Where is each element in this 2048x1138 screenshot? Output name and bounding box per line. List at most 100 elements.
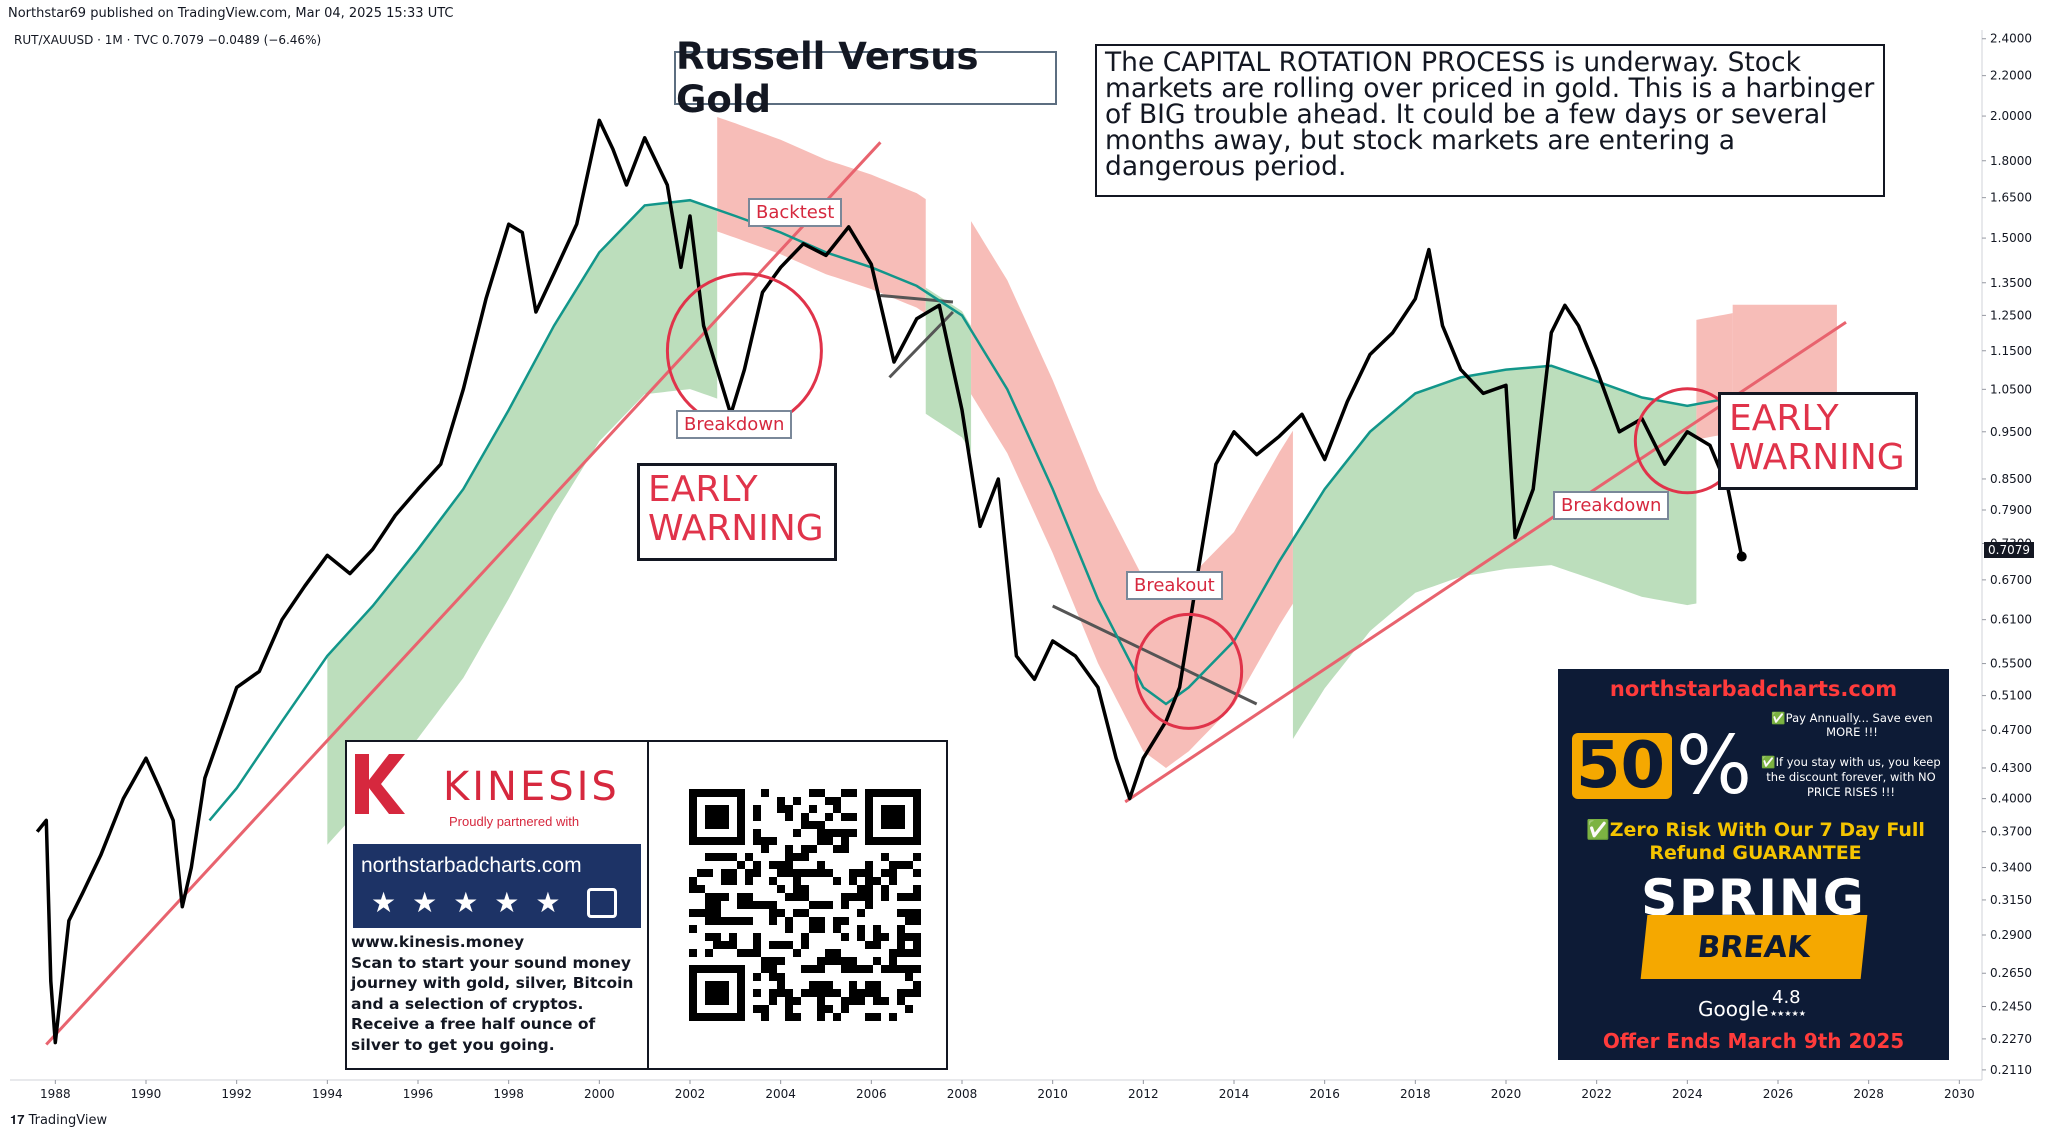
ad-break-button[interactable]: BREAK (1640, 915, 1868, 979)
qr-module (745, 893, 753, 901)
qr-module (865, 901, 873, 909)
y-tick-label: 0.2650 (1990, 966, 2032, 980)
ad-discount: 50 (1576, 729, 1666, 803)
qr-module (905, 861, 913, 869)
kinesis-url[interactable]: www.kinesis.money (351, 933, 525, 951)
qr-module (841, 1005, 849, 1013)
qr-module (825, 901, 833, 909)
qr-module (705, 901, 713, 909)
x-tick-label: 2024 (1672, 1087, 1703, 1101)
qr-module (913, 893, 921, 901)
qr-module (913, 949, 921, 957)
qr-module (705, 853, 713, 861)
x-tick-label: 2004 (765, 1087, 796, 1101)
qr-module (881, 965, 889, 973)
ad-break: BREAK (1695, 929, 1813, 965)
series-lines (35, 118, 1747, 1045)
qr-module (913, 917, 921, 925)
qr-module (889, 869, 897, 877)
qr-module (913, 965, 921, 973)
y-tick-label: 1.3500 (1990, 276, 2032, 290)
qr-module (817, 917, 825, 925)
check-icon (587, 888, 617, 918)
qr-module (833, 797, 841, 805)
qr-module (793, 893, 801, 901)
qr-module (897, 997, 905, 1005)
qr-module (865, 965, 873, 973)
qr-module (905, 893, 913, 901)
x-tick-label: 2014 (1219, 1087, 1250, 1101)
x-tick-label: 2018 (1400, 1087, 1431, 1101)
x-tick-label: 2022 (1581, 1087, 1612, 1101)
qr-module (689, 877, 697, 885)
x-tick-label: 1998 (493, 1087, 524, 1101)
qr-module (865, 989, 873, 997)
footer-tradingview[interactable]: 𝟏𝟕 TradingView (10, 1113, 107, 1128)
qr-module (801, 941, 809, 949)
qr-module (713, 917, 721, 925)
ad-bullet1: ✅Pay Annually... Save even MORE !!! (1771, 711, 1933, 739)
qr-module (721, 877, 729, 885)
kinesis-text-block: www.kinesis.money Scan to start your sou… (351, 932, 641, 1055)
y-tick-label: 1.5000 (1990, 231, 2032, 245)
ad-google: Google (1698, 997, 1769, 1021)
qr-module (785, 861, 793, 869)
breakout-label: Breakout (1126, 571, 1223, 600)
qr-module (729, 853, 737, 861)
y-tick-label: 0.4300 (1990, 761, 2032, 775)
qr-module (769, 837, 777, 845)
y-tick-label: 0.6700 (1990, 573, 2032, 587)
qr-module (905, 973, 913, 981)
qr-module (689, 885, 697, 893)
qr-module (825, 837, 833, 845)
qr-code-icon[interactable] (689, 789, 921, 1021)
qr-module (897, 965, 905, 973)
qr-module (761, 845, 769, 853)
qr-module (785, 853, 793, 861)
qr-module (857, 925, 865, 933)
y-tick-label: 0.3400 (1990, 861, 2032, 875)
x-tick-label: 1990 (131, 1087, 162, 1101)
qr-module (897, 925, 905, 933)
qr-module (753, 941, 761, 949)
qr-module (817, 789, 825, 797)
qr-module (777, 989, 785, 997)
qr-module (793, 853, 801, 861)
qr-module (825, 981, 833, 989)
qr-module (841, 837, 849, 845)
qr-module (737, 861, 745, 869)
y-tick-label: 1.6500 (1990, 191, 2032, 205)
y-tick-label: 1.0500 (1990, 382, 2032, 396)
backtest-label: Backtest (748, 198, 843, 227)
x-tick-label: 2008 (947, 1087, 978, 1101)
qr-module (913, 909, 921, 917)
qr-module (857, 885, 865, 893)
promo-ad[interactable]: northstarbadcharts.com 50 % ✅Pay Annuall… (1558, 669, 1949, 1060)
qr-module (801, 821, 809, 829)
kinesis-logo-icon (355, 754, 405, 814)
qr-module (721, 853, 729, 861)
qr-module (745, 949, 753, 957)
early-warning-left-line1: EARLY (648, 469, 758, 510)
qr-module (769, 901, 777, 909)
qr-module (793, 909, 801, 917)
qr-module (817, 997, 825, 1005)
qr-module (873, 1013, 881, 1021)
qr-module (737, 917, 745, 925)
kinesis-panel: KINESIS Proudly partnered with northstar… (345, 740, 948, 1070)
early-warning-left: EARLY WARNING (637, 463, 837, 561)
qr-module (769, 941, 777, 949)
qr-module (737, 893, 745, 901)
y-tick-label: 1.8000 (1990, 154, 2032, 168)
qr-module (841, 829, 849, 837)
x-tick-label: 1988 (40, 1087, 71, 1101)
qr-module (785, 989, 793, 997)
qr-module (841, 965, 849, 973)
qr-module (897, 989, 905, 997)
qr-module (841, 933, 849, 941)
ad-percent: % (1676, 719, 1753, 812)
qr-module (785, 869, 793, 877)
qr-module (833, 925, 841, 933)
qr-module (841, 845, 849, 853)
